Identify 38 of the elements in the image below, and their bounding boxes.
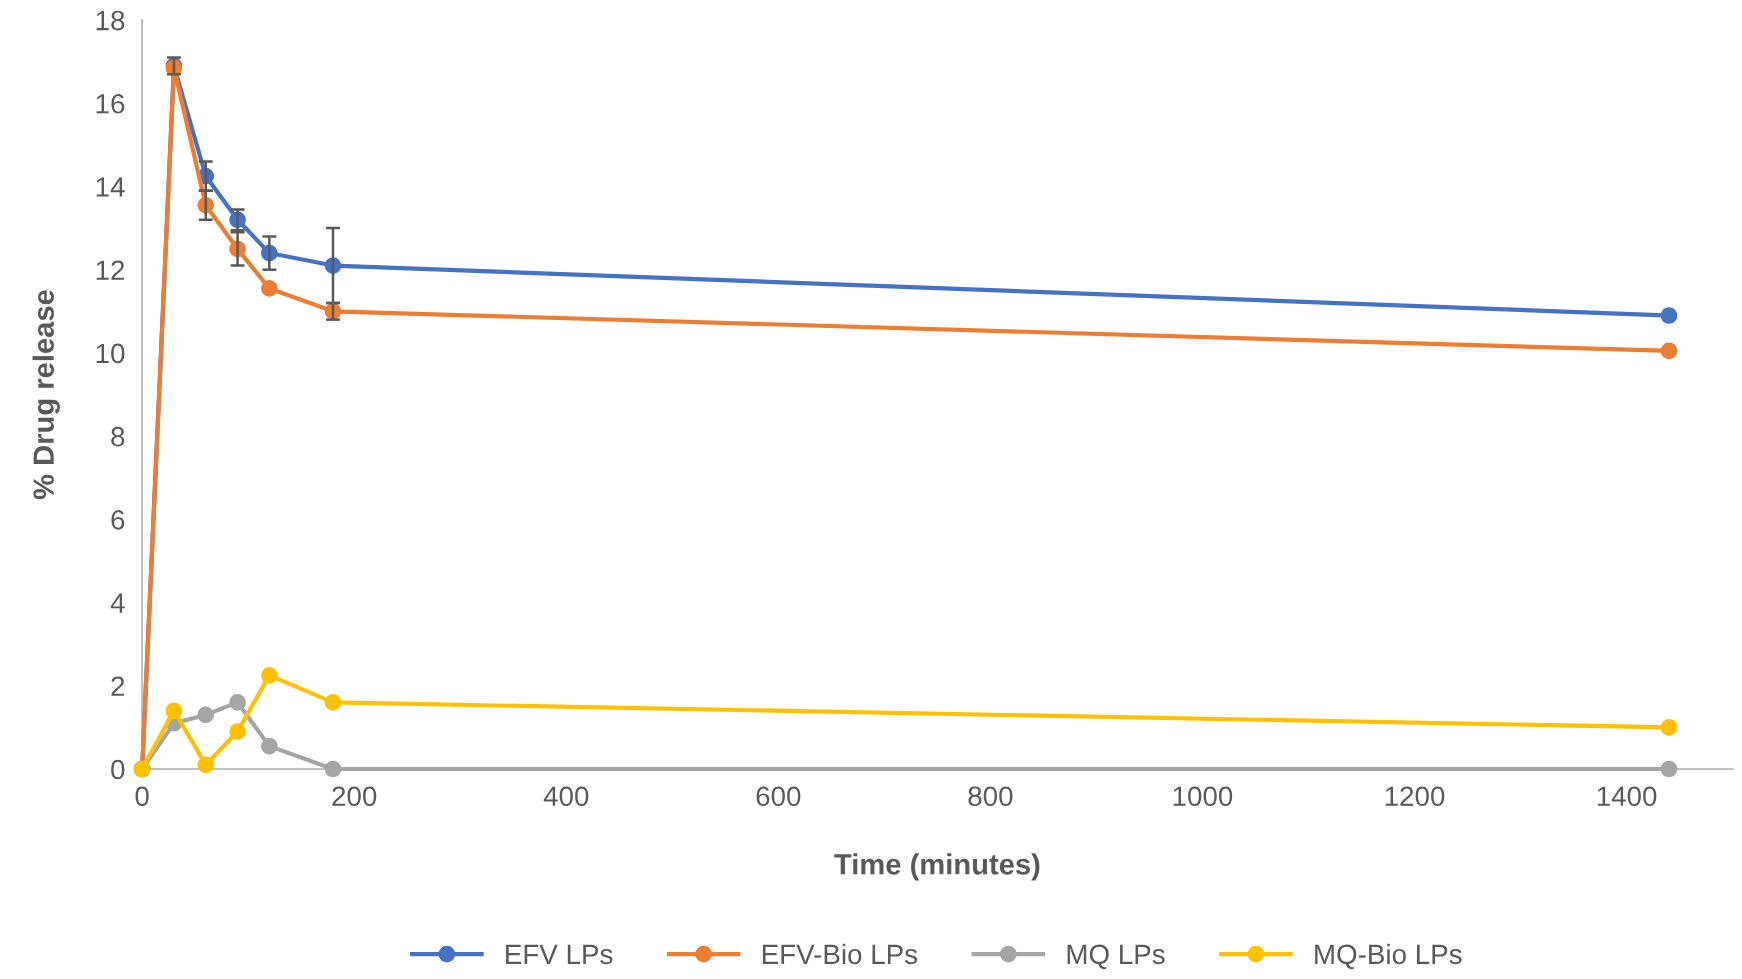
x-axis-title: Time (minutes) [834, 853, 1040, 881]
point [261, 737, 278, 755]
y-tick-label: 18 [96, 10, 125, 31]
legend-label: EFV LPs [506, 944, 613, 965]
point [197, 756, 215, 774]
x-tick-label: 600 [756, 786, 801, 807]
y-axis-title: % Drug release [32, 290, 60, 500]
point [197, 706, 215, 724]
point [1660, 719, 1678, 736]
x-tick-label: 0 [135, 786, 149, 807]
y-tick-label: 12 [96, 260, 125, 280]
point [1660, 342, 1678, 360]
y-tick-label: 0 [111, 759, 125, 780]
x-tick-label: 1200 [1385, 786, 1445, 807]
x-tick-label: 200 [332, 786, 377, 807]
y-tick-label: 6 [111, 510, 125, 530]
point [229, 723, 246, 740]
x-tick-label: 400 [543, 786, 589, 807]
x-tick-label: 800 [968, 786, 1013, 807]
point [261, 667, 278, 684]
legend-label: MQ LPs [1067, 944, 1165, 970]
point [261, 280, 278, 297]
point [1660, 760, 1678, 778]
x-tick-label: 1400 [1597, 786, 1657, 807]
point [324, 694, 342, 711]
point [229, 694, 246, 711]
y-tick-label: 2 [111, 676, 125, 696]
point [324, 760, 342, 778]
y-tick-label: 8 [111, 426, 125, 447]
point [165, 702, 183, 720]
y-tick-label: 14 [96, 177, 125, 197]
y-tick-label: 10 [96, 343, 125, 364]
y-tick-label: 4 [110, 593, 125, 613]
legend-label: EFV-Bio LPs [762, 943, 918, 965]
y-tick-label: 16 [96, 93, 125, 114]
legend-label: MQ-Bio LPs [1315, 943, 1462, 970]
point [1660, 307, 1678, 324]
x-tick-label: 1000 [1173, 786, 1233, 807]
